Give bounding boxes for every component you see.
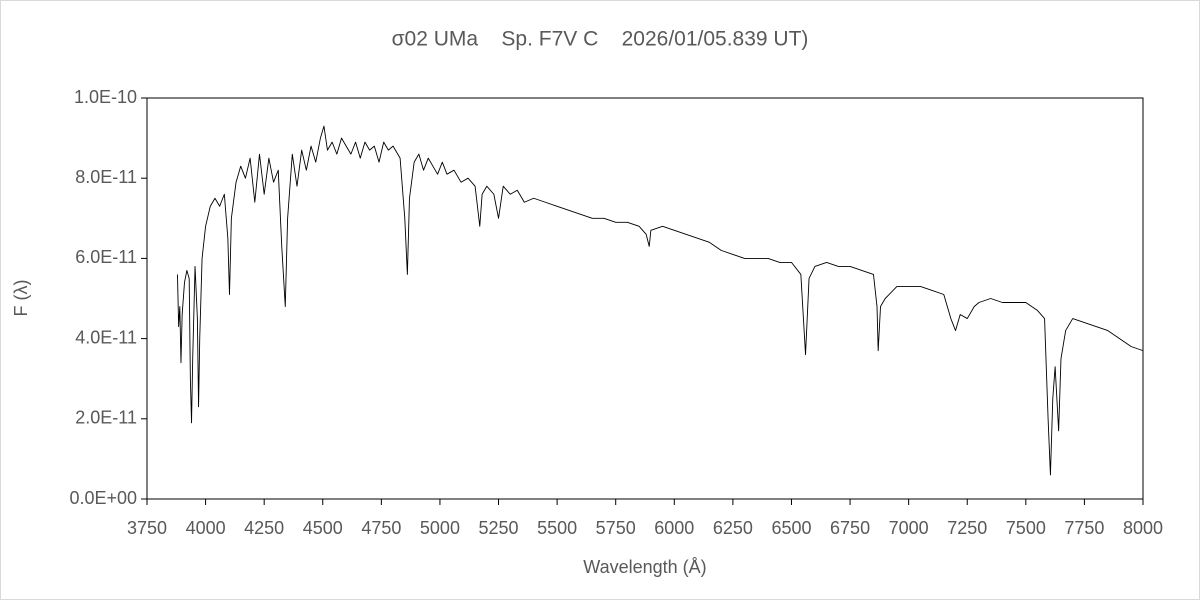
x-tick-label: 5250: [479, 518, 519, 538]
spectrum-line: [177, 125, 1144, 476]
x-tick-label: 5000: [420, 518, 460, 538]
x-tick-label: 4000: [186, 518, 226, 538]
y-tick-label: 1.0E-10: [74, 87, 137, 107]
x-tick-label: 7250: [947, 518, 987, 538]
y-axis-label: F (λ): [11, 280, 31, 317]
x-tick-label: 4750: [361, 518, 401, 538]
x-tick-label: 6500: [771, 518, 811, 538]
x-tick-label: 6000: [654, 518, 694, 538]
x-tick-label: 8000: [1123, 518, 1163, 538]
x-tick-label: 6250: [713, 518, 753, 538]
x-tick-label: 4500: [303, 518, 343, 538]
x-axis-label: Wavelength (Å): [583, 557, 706, 577]
y-tick-label: 4.0E-11: [75, 327, 137, 347]
plot-area: [146, 97, 1144, 500]
y-tick-label: 0.0E+00: [69, 488, 137, 508]
chart-title: σ02 UMa Sp. F7V C 2026/01/05.839 UT): [392, 28, 809, 51]
y-tick-label: 8.0E-11: [75, 167, 137, 187]
x-tick-label: 4250: [244, 518, 284, 538]
x-tick-label: 7000: [889, 518, 929, 538]
x-tick-label: 7500: [1006, 518, 1046, 538]
x-tick-label: 5750: [596, 518, 636, 538]
x-tick-label: 3750: [127, 518, 167, 538]
x-tick-label: 5500: [537, 518, 577, 538]
x-tick-label: 7750: [1064, 518, 1104, 538]
y-tick-label: 2.0E-11: [75, 408, 137, 428]
x-tick-label: 6750: [830, 518, 870, 538]
y-tick-label: 6.0E-11: [75, 247, 137, 267]
